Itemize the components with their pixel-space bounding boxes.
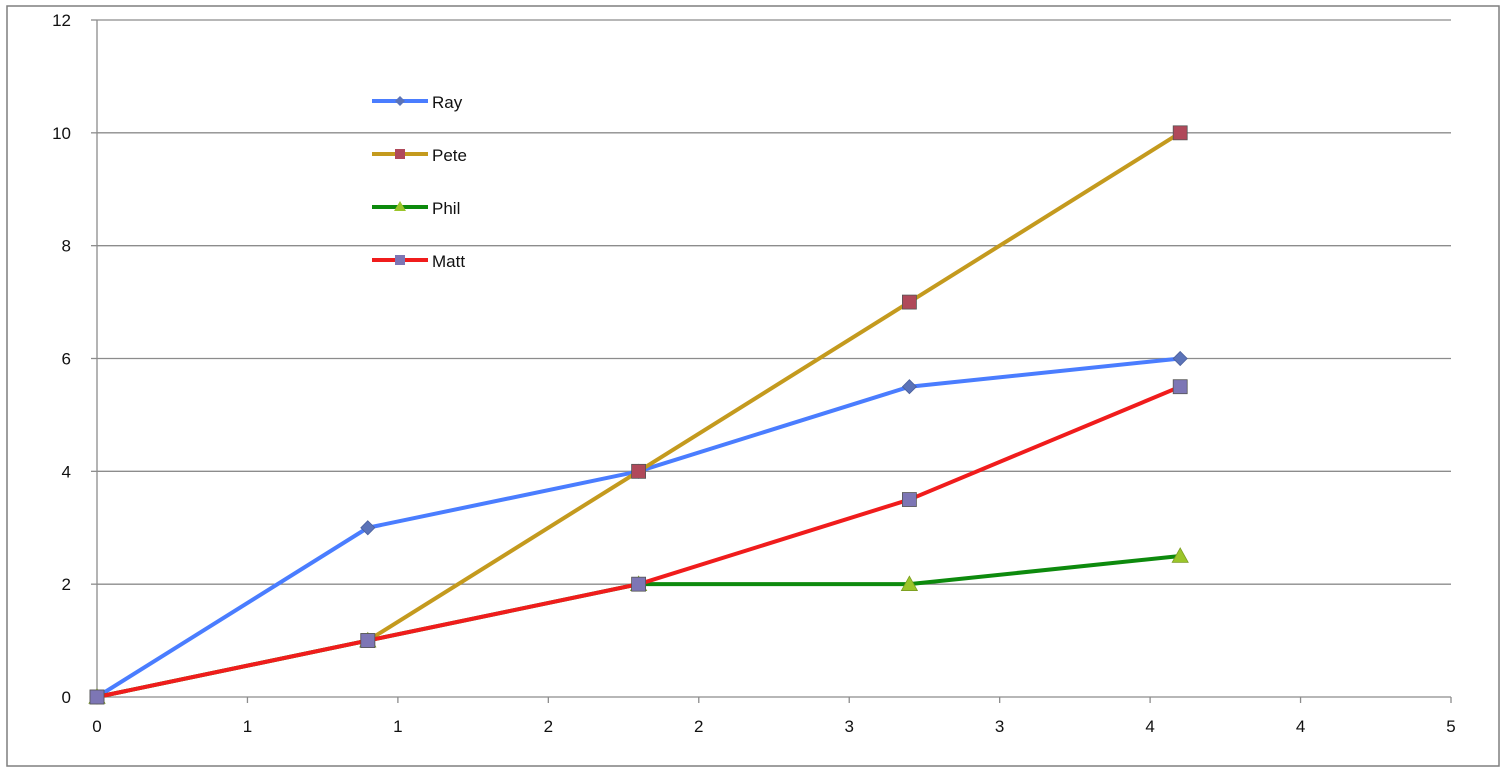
- legend-marker: [395, 149, 405, 159]
- x-tick-label: 3: [844, 717, 853, 736]
- legend-item-matt: Matt: [372, 252, 465, 271]
- y-tick-label: 10: [52, 124, 71, 143]
- legend-marker: [394, 201, 406, 211]
- x-tick-label: 5: [1446, 717, 1455, 736]
- y-tick-label: 0: [62, 688, 71, 707]
- data-point-ray: [901, 379, 917, 395]
- x-tick-label: 4: [1296, 717, 1305, 736]
- legend-label: Pete: [432, 146, 467, 165]
- data-point-ray: [360, 520, 376, 536]
- x-tick-label: 1: [243, 717, 252, 736]
- data-point-pete: [1172, 125, 1188, 141]
- gridlines: [97, 19, 1451, 585]
- y-tick-label: 6: [62, 350, 71, 369]
- legend-marker: [395, 255, 405, 265]
- legend-label: Ray: [432, 93, 463, 112]
- data-point-matt: [1172, 379, 1188, 395]
- legend-label: Matt: [432, 252, 465, 271]
- y-tick-label: 2: [62, 575, 71, 594]
- legend-marker: [395, 96, 405, 106]
- data-point-matt: [631, 576, 646, 592]
- legend-label: Phil: [432, 199, 460, 218]
- series-matt: [89, 379, 1188, 705]
- y-tick-label: 4: [62, 462, 71, 481]
- legend: Ray Pete Phil Matt: [372, 93, 467, 271]
- legend-item-ray: Ray: [372, 93, 463, 112]
- data-point-matt: [89, 689, 105, 705]
- x-tick-label: 2: [544, 717, 553, 736]
- legend-item-pete: Pete: [372, 146, 467, 165]
- legend-item-phil: Phil: [372, 199, 460, 218]
- data-point-phil: [900, 575, 919, 591]
- x-axis-ticks: 0 1 1 2 2 3 3 4 4 5: [92, 697, 1456, 736]
- data-point-matt: [360, 633, 376, 648]
- y-axis-ticks: 0 2 4 6 8 10 12: [52, 11, 97, 707]
- data-point-matt: [902, 492, 917, 507]
- data-point-pete: [631, 463, 646, 479]
- x-tick-label: 3: [995, 717, 1004, 736]
- x-tick-label: 0: [92, 717, 101, 736]
- y-tick-label: 8: [62, 237, 71, 256]
- x-tick-label: 2: [694, 717, 703, 736]
- x-tick-label: 4: [1145, 717, 1154, 736]
- data-point-phil: [1171, 547, 1189, 563]
- x-tick-label: 1: [393, 717, 402, 736]
- chart-border: [6, 5, 1500, 767]
- data-point-pete: [902, 294, 917, 310]
- y-tick-label: 12: [52, 11, 71, 30]
- series-lines: [88, 125, 1189, 705]
- data-point-ray: [1172, 350, 1188, 367]
